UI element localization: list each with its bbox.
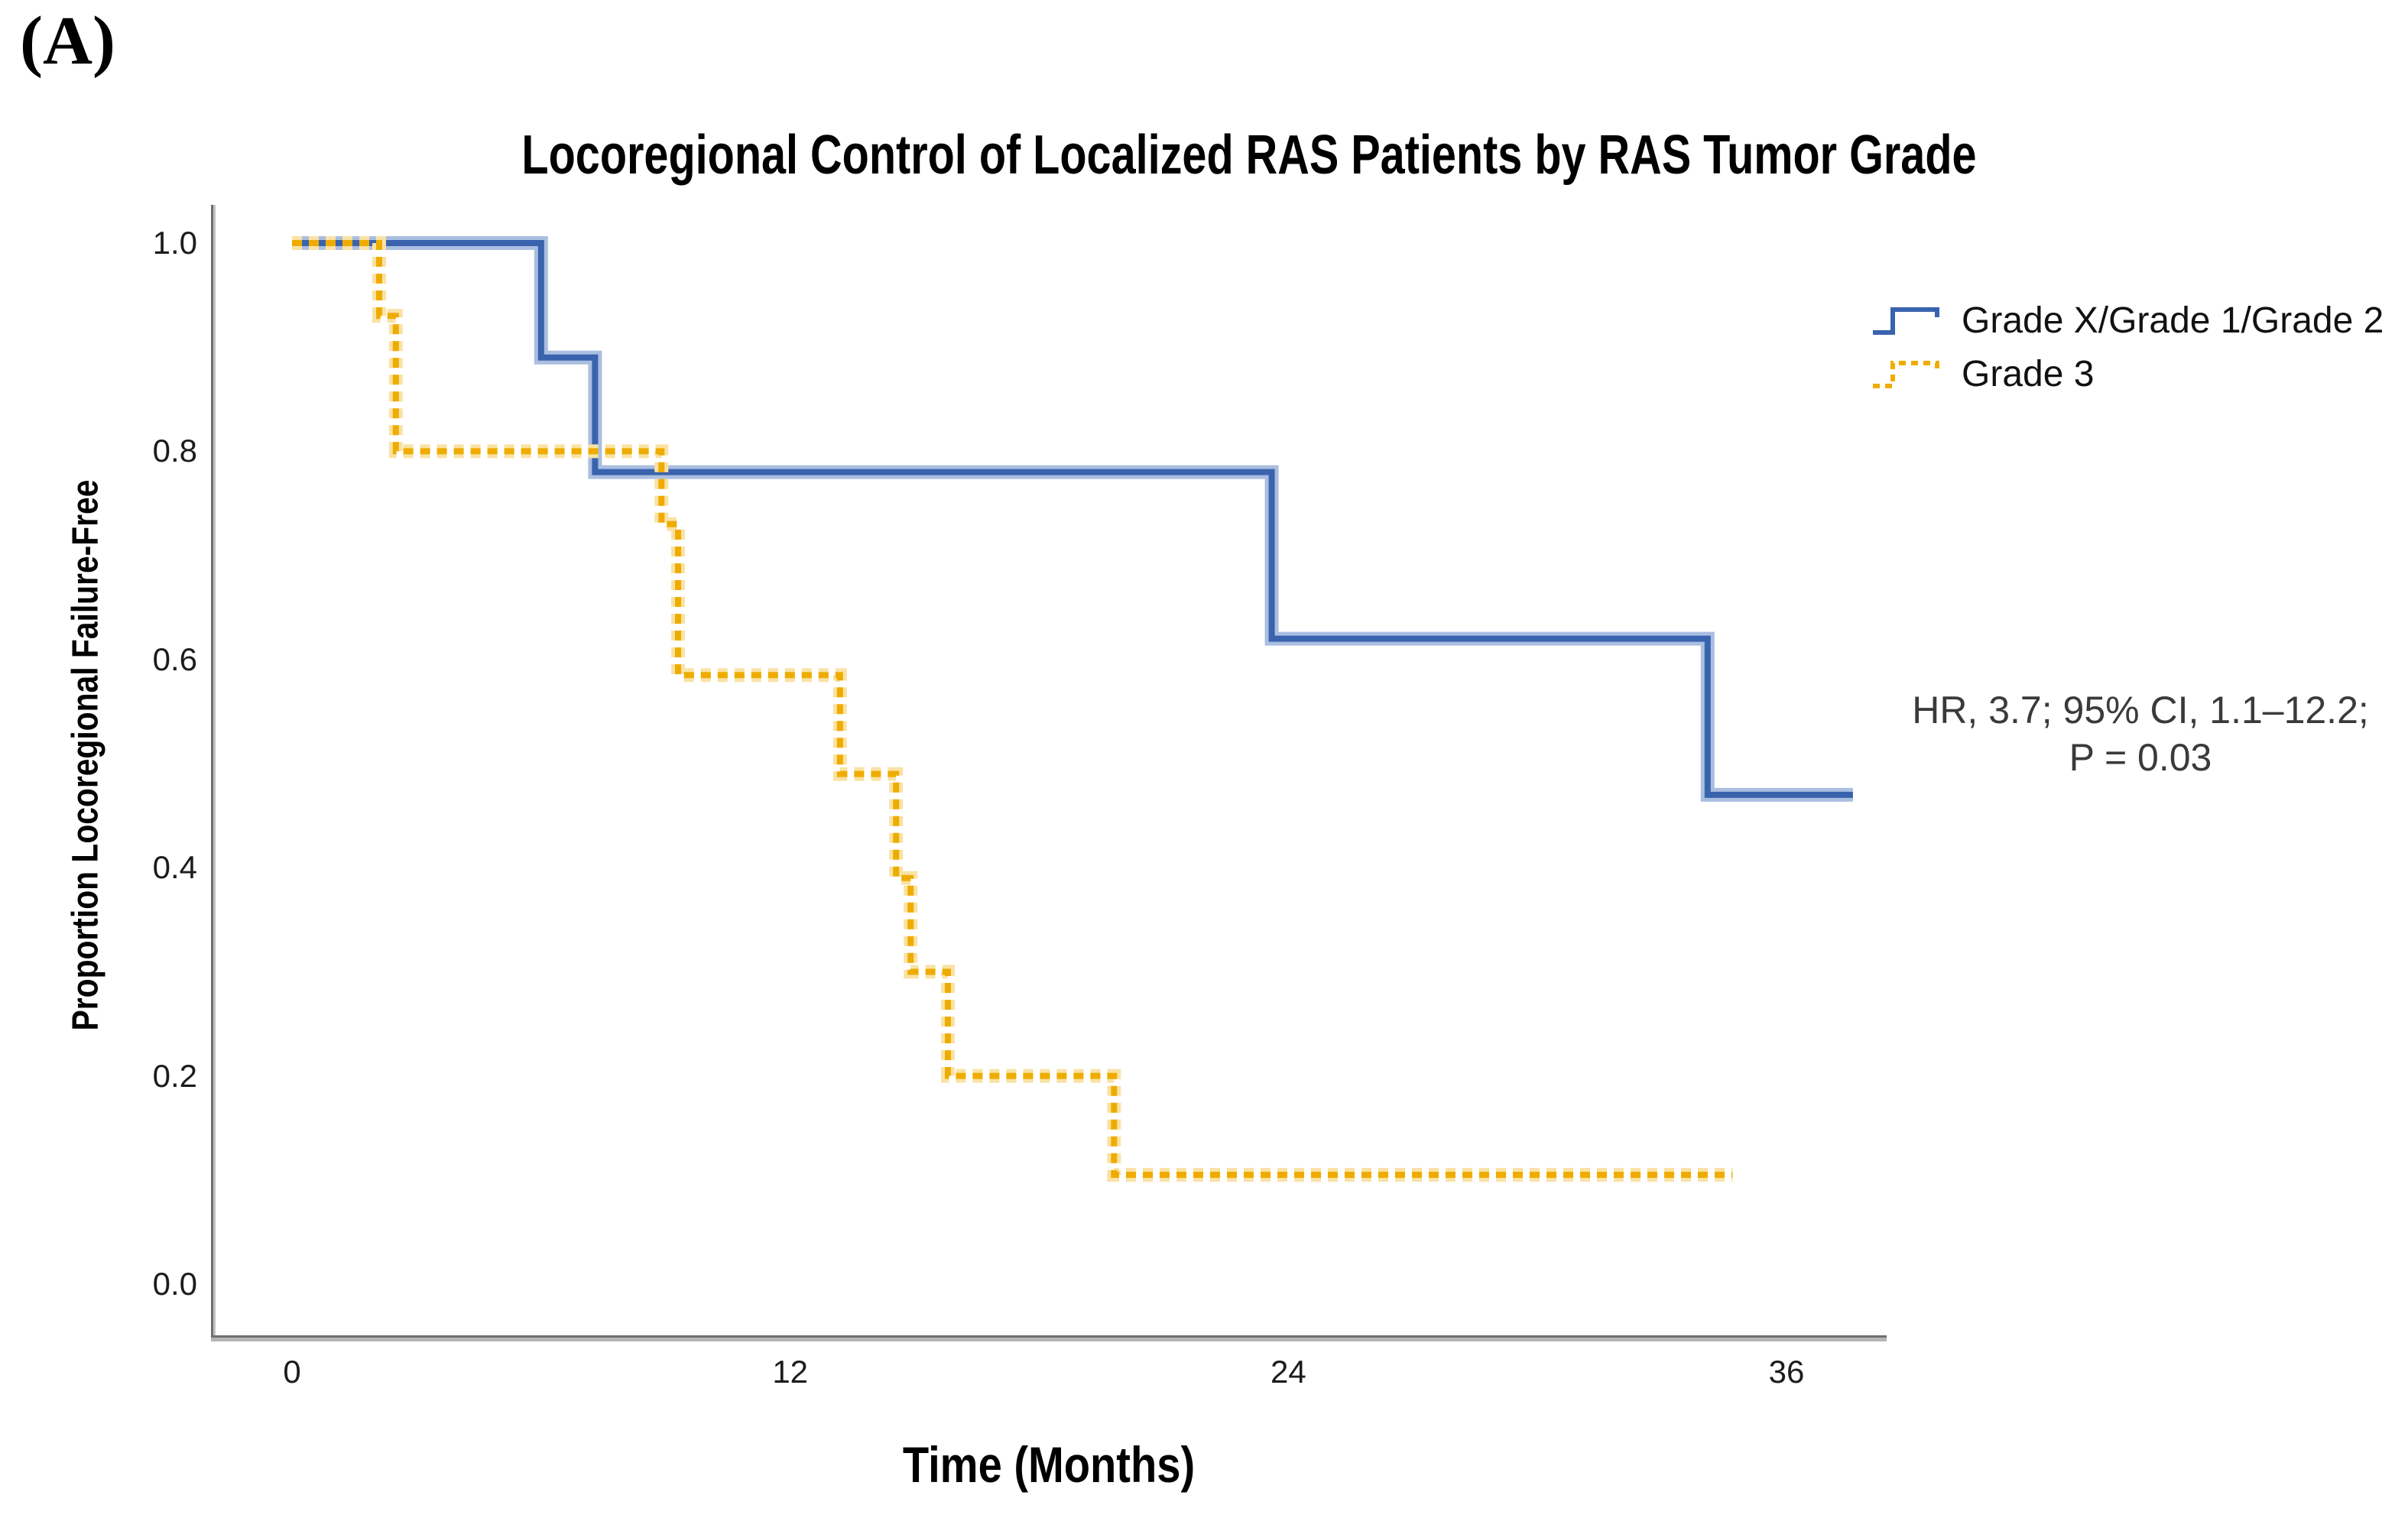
solid-step-line-icon bbox=[1873, 307, 1939, 335]
series-curve-grade-x-grade-1-grade-2 bbox=[292, 236, 1853, 802]
hazard-ratio-annotation: HR, 3.7; 95% CI, 1.1–12.2; P = 0.03 bbox=[1873, 686, 2408, 781]
axis-lines bbox=[211, 205, 1887, 1341]
legend-item: Grade 3 bbox=[1870, 347, 2384, 401]
series-curve-grade-x-grade-1-grade-2 bbox=[292, 240, 1853, 798]
legend-item-label: Grade 3 bbox=[1962, 353, 2095, 394]
y-tick-label: 0.0 bbox=[152, 1266, 197, 1302]
series-curve-grade-3 bbox=[292, 236, 1733, 1182]
y-tick-label: 0.2 bbox=[152, 1057, 197, 1094]
x-tick-label: 0 bbox=[283, 1354, 301, 1390]
x-tick-label: 12 bbox=[772, 1354, 809, 1390]
annotation-line-1: HR, 3.7; 95% CI, 1.1–12.2; bbox=[1912, 689, 2369, 731]
chart-title: Locoregional Control of Localized RAS Pa… bbox=[521, 125, 1977, 186]
y-tick-label: 0.6 bbox=[152, 641, 197, 677]
annotation-line-2: P = 0.03 bbox=[2069, 736, 2212, 779]
x-axis-title: Time (Months) bbox=[902, 1436, 1196, 1493]
survival-curves bbox=[292, 236, 1853, 1182]
legend-item: Grade X/Grade 1/Grade 2 bbox=[1870, 294, 2384, 347]
legend: Grade X/Grade 1/Grade 2 Grade 3 bbox=[1870, 294, 2384, 401]
legend-item-label: Grade X/Grade 1/Grade 2 bbox=[1962, 300, 2384, 341]
y-tick-label: 1.0 bbox=[152, 225, 197, 261]
panel-label: (A) bbox=[20, 3, 115, 79]
y-tick-label: 0.8 bbox=[152, 433, 197, 469]
series-curve-grade-3 bbox=[292, 240, 1733, 1178]
dashed-step-line-icon bbox=[1873, 361, 1939, 388]
y-tick-label: 0.4 bbox=[152, 849, 197, 886]
x-tick-label: 36 bbox=[1768, 1354, 1805, 1390]
x-tick-label: 24 bbox=[1270, 1354, 1306, 1390]
